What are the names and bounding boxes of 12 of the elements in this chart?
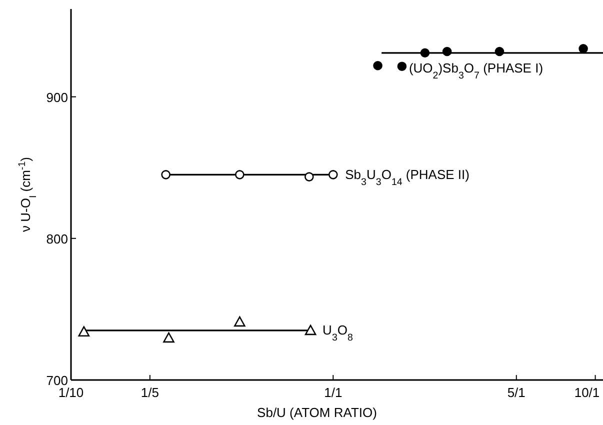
x-tick-label: 5/1	[507, 385, 526, 400]
x-tick-label: 1/5	[140, 385, 159, 400]
y-tick-label: 900	[46, 90, 68, 105]
y-tick-label: 800	[46, 231, 68, 246]
series-label: Sb$_{3}$U$_{3}$O$_{14}$ (PHASE II)	[345, 167, 470, 188]
x-tick-label: 1/10	[58, 385, 84, 400]
x-tick-label: 10/1	[574, 385, 600, 400]
x-axis-title: Sb/U (ATOM RATIO)	[257, 405, 377, 420]
y-tick-label: 700	[46, 373, 68, 388]
x-tick-label: 1/1	[324, 385, 342, 400]
series-label: U$_{3}$O$_{8}$	[322, 322, 353, 344]
series-label: (UO$_{2}$)Sb$_{3}$O$_{7}$ (PHASE I)	[408, 60, 544, 81]
